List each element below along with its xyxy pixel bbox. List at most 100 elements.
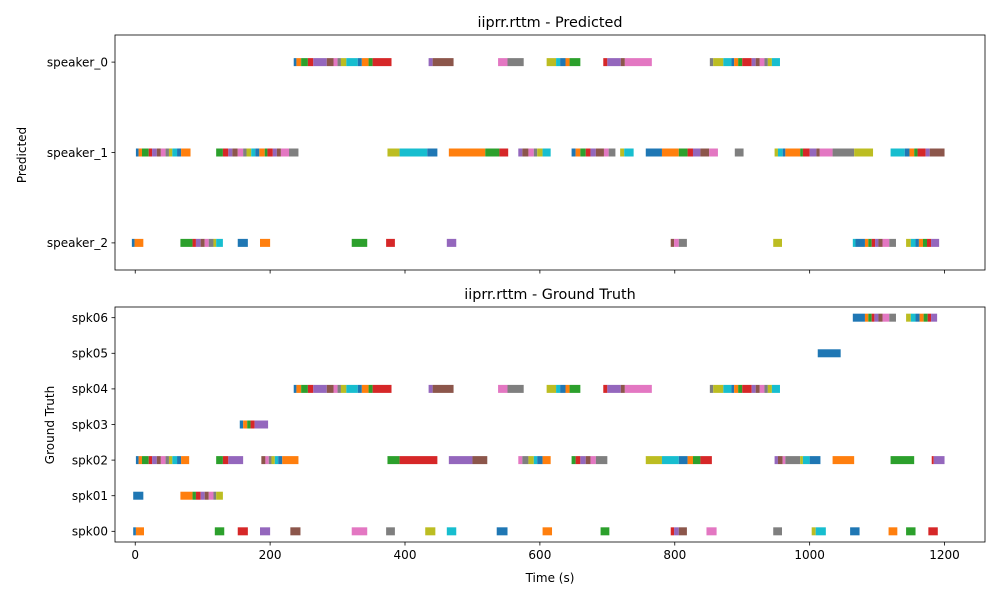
predicted-segment-speaker-0 [767,58,772,67]
ground-truth-segment-spk02 [268,456,272,465]
ground-truth-segment-spk01 [213,491,217,500]
ground-truth-segment-spk02 [177,456,182,465]
ground-truth-segment-spk02 [782,456,786,465]
ground-truth-segment-spk04 [326,384,334,393]
ground-truth-xtick-label-400: 400 [394,548,417,562]
ground-truth-segment-spk06 [882,313,890,322]
ground-truth-ticks: spk00 spk01 spk02 spk03 spk04 spk05 spk06 0 200 4… [72,311,960,562]
predicted-segment-speaker-1 [148,148,153,157]
ground-truth-segment-spk04 [759,384,765,393]
predicted-segment-speaker-1 [181,148,191,157]
predicted-segment-speaker-1 [138,148,142,157]
ground-truth-segment-spk02 [590,456,596,465]
predicted-segment-speaker-2 [200,238,205,247]
ground-truth-segment-spk04 [751,384,756,393]
predicted-segment-speaker-1 [585,148,591,157]
predicted-segment-speaker-1 [251,148,256,157]
ground-truth-ytick-label-spk03: spk03 [72,418,108,432]
ground-truth-segment-spk02 [580,456,586,465]
predicted-segment-speaker-1 [528,148,534,157]
predicted-segment-speaker-0 [607,58,621,67]
predicted-segment-speaker-1 [237,148,244,157]
ground-truth-segment-spk02 [678,456,688,465]
ground-truth-segment-spk04 [709,384,714,393]
predicted-segment-speaker-0 [337,58,341,67]
ground-truth-segment-spk01 [195,491,201,500]
predicted-segment-speaker-1 [929,148,945,157]
predicted-segment-speaker-1 [160,148,166,157]
ground-truth-segment-spk04 [546,384,557,393]
ground-truth-segment-spk02 [687,456,693,465]
ground-truth-segment-spk00 [678,527,687,536]
ground-truth-segment-spk02 [282,456,299,465]
predicted-segment-speaker-2 [852,238,856,247]
ground-truth-segment-spk04 [723,384,732,393]
predicted-segment-speaker-2 [351,238,368,247]
predicted-segment-speaker-0 [624,58,652,67]
predicted-segment-speaker-1 [448,148,486,157]
predicted-segment-speaker-1 [904,148,910,157]
predicted-segment-speaker-0 [498,58,508,67]
predicted-segment-speaker-0 [755,58,760,67]
predicted-segment-speaker-2 [855,238,865,247]
predicted-segment-speaker-0 [764,58,768,67]
ground-truth-segment-spk02 [800,456,803,465]
ground-truth-segment-spk05 [817,349,841,358]
predicted-segment-speaker-1 [243,148,247,157]
ground-truth-segment-spk00 [496,527,508,536]
ground-truth-segment-spk02 [785,456,801,465]
predicted-segment-speaker-1 [580,148,586,157]
predicted-segment-speaker-2 [237,238,248,247]
ground-truth-segment-spk00 [386,527,395,536]
ground-truth-segment-spk00 [928,527,938,536]
ground-truth-segment-spk02 [216,456,223,465]
ground-truth-segment-spk04 [755,384,760,393]
ground-truth-segments [133,313,945,536]
ground-truth-xlabel: Time (s) [525,571,575,585]
ground-truth-segment-spk04 [738,384,743,393]
predicted-segment-speaker-1 [289,148,299,157]
ground-truth-axes: iiprr.rttm - Ground Truth Ground Truth T… [43,287,986,585]
ground-truth-segment-spk02 [156,456,161,465]
predicted-segment-speaker-1 [734,148,744,157]
ground-truth-segment-spk04 [307,384,314,393]
ground-truth-segment-spk04 [565,384,570,393]
predicted-segment-speaker-1 [255,148,260,157]
ground-truth-xtick-label-1200: 1200 [929,548,960,562]
ground-truth-segment-spk02 [399,456,438,465]
ground-truth-segment-spk00 [906,527,916,536]
predicted-ytick-label-speaker-2: speaker_2 [47,236,108,250]
ground-truth-segment-spk02 [528,456,534,465]
predicted-segment-speaker-2 [927,238,932,247]
ground-truth-segment-spk02 [595,456,608,465]
ground-truth-segment-spk02 [138,456,142,465]
ground-truth-segment-spk04 [498,384,508,393]
predicted-segment-speaker-1 [267,148,273,157]
ground-truth-ytick-label-spk02: spk02 [72,453,108,467]
predicted-segment-speaker-2 [208,238,214,247]
ground-truth-segment-spk06 [910,313,916,322]
predicted-segment-speaker-0 [751,58,756,67]
ground-truth-segment-spk01 [200,491,205,500]
ground-truth-segment-spk04 [432,384,454,393]
ground-truth-segment-spk00 [351,527,368,536]
ground-truth-segment-spk02 [585,456,591,465]
predicted-segment-speaker-1 [603,148,609,157]
ground-truth-segment-spk02 [522,456,529,465]
predicted-segment-speaker-2 [216,238,223,247]
ground-truth-segment-spk06 [906,313,911,322]
ground-truth-segment-spk06 [852,313,865,322]
ground-truth-segment-spk06 [871,313,875,322]
ground-truth-ytick-label-spk01: spk01 [72,489,108,503]
predicted-segment-speaker-1 [499,148,509,157]
predicted-segment-speaker-1 [832,148,855,157]
predicted-segment-speaker-1 [518,148,523,157]
predicted-segment-speaker-1 [645,148,662,157]
ground-truth-segment-spk06 [919,313,924,322]
predicted-segment-speaker-0 [428,58,433,67]
ground-truth-segment-spk04 [428,384,433,393]
ground-truth-ylabel: Ground Truth [43,386,57,464]
predicted-segment-speaker-1 [152,148,157,157]
ground-truth-xtick-label-1000: 1000 [794,548,825,562]
